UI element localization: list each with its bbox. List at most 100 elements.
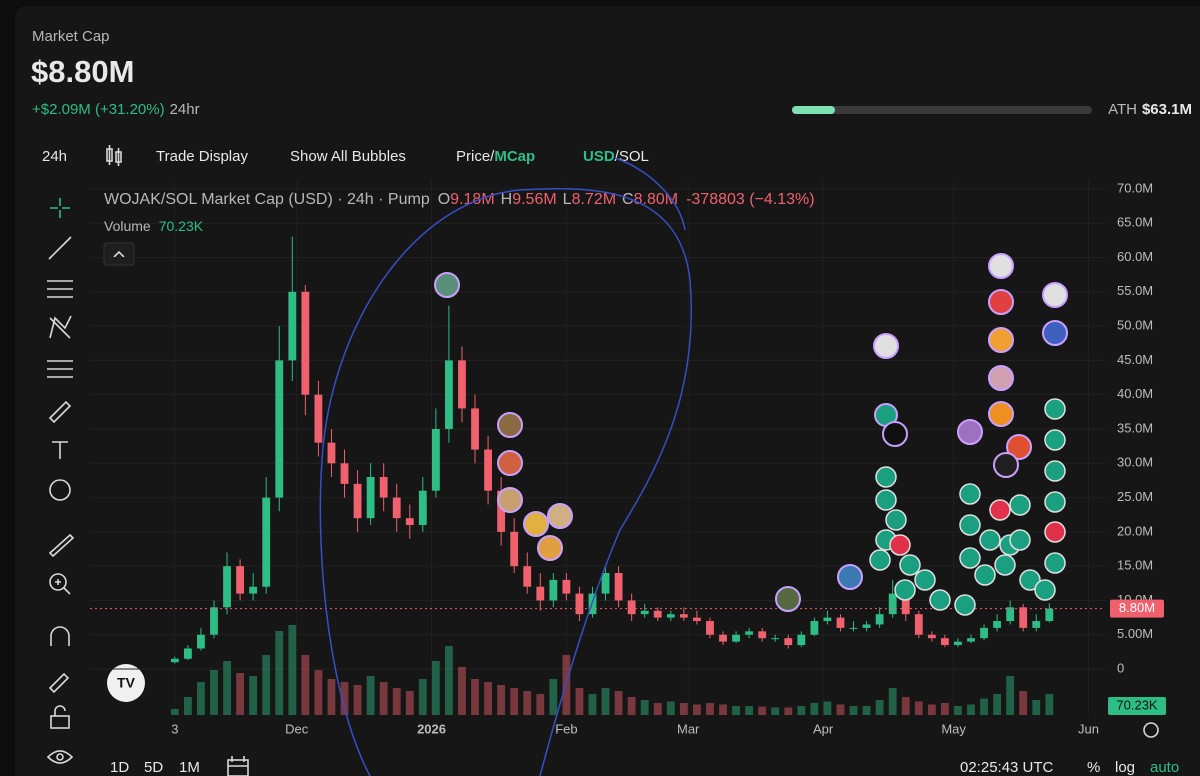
bubble[interactable] bbox=[1006, 434, 1032, 460]
bubble[interactable] bbox=[837, 564, 863, 590]
y-tick-label: 40.0M bbox=[1117, 386, 1153, 401]
settings-icon[interactable] bbox=[1143, 722, 1159, 738]
ath-fill bbox=[792, 106, 835, 114]
show-bubbles[interactable]: Show All Bubbles bbox=[290, 148, 406, 165]
range[interactable]: 5D bbox=[144, 759, 163, 776]
ohlc-key: O bbox=[438, 191, 450, 208]
ruler-tool[interactable] bbox=[48, 533, 75, 558]
bubble[interactable] bbox=[547, 503, 573, 529]
bubble[interactable] bbox=[1042, 282, 1068, 308]
bubble[interactable] bbox=[988, 327, 1014, 353]
last-price-box bbox=[1110, 599, 1164, 618]
pencil-lock-tool[interactable] bbox=[48, 672, 70, 694]
projection-tool[interactable] bbox=[47, 360, 73, 378]
calendar-icon[interactable] bbox=[227, 756, 249, 776]
candle-body bbox=[510, 531, 519, 567]
bubble[interactable] bbox=[497, 412, 523, 438]
candle-body bbox=[745, 631, 754, 635]
log-toggle[interactable]: log bbox=[1115, 759, 1135, 776]
volume-bar bbox=[497, 685, 506, 715]
candle-body bbox=[784, 638, 793, 646]
price-mcap[interactable]: Price/MCap bbox=[456, 148, 535, 165]
fib-tool[interactable] bbox=[47, 280, 73, 298]
volume-bar bbox=[614, 691, 623, 715]
volume-bar bbox=[588, 694, 597, 715]
bubble[interactable] bbox=[497, 487, 523, 513]
bubble[interactable] bbox=[523, 511, 549, 537]
ath-value: $63.1M bbox=[1142, 101, 1192, 118]
candle-body bbox=[210, 607, 218, 635]
bubble[interactable] bbox=[873, 333, 899, 359]
magnet-tool[interactable] bbox=[50, 626, 70, 646]
lock-tool[interactable] bbox=[50, 715, 70, 729]
bubble[interactable] bbox=[882, 421, 908, 447]
ohlc-value: 9.18M bbox=[450, 191, 494, 208]
mcap[interactable]: MCap bbox=[494, 148, 535, 165]
candle-body bbox=[445, 360, 453, 429]
price[interactable]: Price/ bbox=[456, 148, 495, 165]
crosshair-tool[interactable] bbox=[50, 198, 70, 218]
volume-bar bbox=[536, 694, 545, 715]
ath-label: ATH bbox=[1108, 101, 1137, 118]
tv-logo-mark: TV bbox=[117, 675, 136, 691]
bubble[interactable] bbox=[993, 452, 1019, 478]
chart-legend: WOJAK/SOL Market Cap (USD) · 24h · Pump O… bbox=[104, 191, 815, 208]
volume-bar bbox=[418, 679, 427, 715]
candle-icon[interactable] bbox=[106, 145, 122, 166]
bubble[interactable] bbox=[988, 253, 1014, 279]
usd-sol[interactable]: USD/SOL bbox=[583, 148, 649, 165]
text-tool[interactable] bbox=[52, 441, 68, 459]
candle-body bbox=[875, 614, 884, 625]
volume-bar bbox=[445, 646, 453, 715]
pattern-tool[interactable] bbox=[49, 315, 72, 339]
volume-bar bbox=[627, 697, 636, 715]
volume-bar bbox=[836, 704, 845, 715]
bubble[interactable] bbox=[988, 289, 1014, 315]
candle-body bbox=[758, 631, 767, 639]
trade-display[interactable]: Trade Display bbox=[156, 148, 248, 165]
header-value: $8.80M bbox=[31, 54, 134, 89]
volume-bar bbox=[183, 697, 192, 715]
volume-bar bbox=[327, 679, 336, 715]
bubble[interactable] bbox=[537, 535, 563, 561]
collapse-button[interactable] bbox=[103, 242, 135, 266]
candle-body bbox=[1019, 607, 1028, 628]
visibility-tool[interactable] bbox=[46, 750, 74, 764]
volume-bar bbox=[575, 688, 584, 715]
range[interactable]: 1D bbox=[110, 759, 129, 776]
ohlc-key: C bbox=[622, 191, 634, 208]
candle-body bbox=[888, 593, 897, 615]
brush-tool[interactable] bbox=[48, 400, 72, 424]
bubble[interactable] bbox=[1042, 320, 1068, 346]
bubble[interactable] bbox=[775, 586, 801, 612]
range[interactable]: 1M bbox=[179, 759, 200, 776]
bubble[interactable] bbox=[497, 450, 523, 476]
volume-bar bbox=[275, 631, 284, 715]
candle-body bbox=[771, 638, 780, 640]
usd[interactable]: USD bbox=[583, 148, 615, 165]
volume-bar bbox=[340, 682, 349, 715]
chart-title: WOJAK/SOL Market Cap (USD) · 24h · Pump bbox=[104, 191, 430, 208]
volume-bar bbox=[993, 694, 1002, 715]
bubble[interactable] bbox=[988, 401, 1014, 427]
volume-bar bbox=[223, 661, 231, 715]
percent-toggle[interactable]: % bbox=[1087, 759, 1100, 776]
line-tool[interactable] bbox=[48, 236, 72, 260]
bubble[interactable] bbox=[957, 419, 983, 445]
y-tick-label: 65.0M bbox=[1117, 215, 1153, 230]
candle-body bbox=[484, 449, 492, 491]
sol[interactable]: /SOL bbox=[615, 148, 649, 165]
candle-body bbox=[914, 614, 923, 635]
emoji-tool[interactable] bbox=[49, 479, 71, 501]
bubble[interactable] bbox=[988, 365, 1014, 391]
zoom-tool[interactable] bbox=[49, 573, 67, 591]
last-volume-box bbox=[1108, 697, 1166, 715]
candle-body bbox=[431, 428, 440, 491]
candle-body bbox=[275, 360, 284, 498]
candle-body bbox=[392, 497, 401, 519]
y-tick-label: 15.0M bbox=[1117, 558, 1153, 573]
auto-toggle[interactable]: auto bbox=[1150, 759, 1179, 776]
volume-bar bbox=[980, 698, 988, 715]
bubble[interactable] bbox=[434, 272, 460, 298]
interval[interactable]: 24h bbox=[42, 148, 67, 165]
